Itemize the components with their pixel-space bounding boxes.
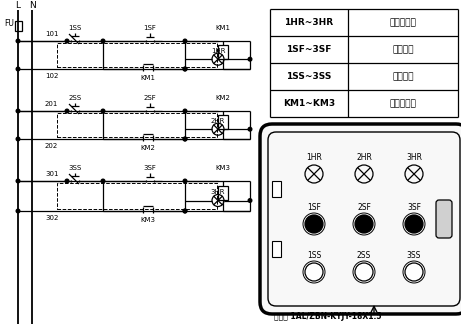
Circle shape xyxy=(183,209,187,213)
Circle shape xyxy=(65,179,69,183)
Text: 2SS: 2SS xyxy=(357,251,371,260)
Circle shape xyxy=(101,109,105,113)
Text: 301: 301 xyxy=(45,171,59,177)
Text: 1HR: 1HR xyxy=(211,48,225,54)
Text: KM3: KM3 xyxy=(215,165,230,171)
Bar xyxy=(218,45,228,59)
Circle shape xyxy=(16,137,20,141)
Text: KM2: KM2 xyxy=(216,95,230,101)
Bar xyxy=(218,115,228,129)
Text: 302: 302 xyxy=(45,215,59,221)
Bar xyxy=(14,21,22,31)
Circle shape xyxy=(405,263,423,281)
Text: 1HR: 1HR xyxy=(306,153,322,162)
Text: 红色信号灯: 红色信号灯 xyxy=(390,18,416,27)
Circle shape xyxy=(248,127,252,131)
Text: 202: 202 xyxy=(45,143,58,149)
Circle shape xyxy=(355,215,373,233)
Text: 3HR: 3HR xyxy=(406,153,422,162)
FancyBboxPatch shape xyxy=(436,200,452,238)
Text: 2HR: 2HR xyxy=(356,153,372,162)
Circle shape xyxy=(183,137,187,141)
Circle shape xyxy=(183,39,187,43)
FancyBboxPatch shape xyxy=(260,124,461,314)
Text: 交流接触器: 交流接触器 xyxy=(390,99,416,108)
Text: 2SS: 2SS xyxy=(68,95,82,101)
Bar xyxy=(272,241,281,257)
Text: L: L xyxy=(16,2,20,11)
Circle shape xyxy=(405,215,423,233)
Text: 3SS: 3SS xyxy=(68,165,82,171)
Circle shape xyxy=(16,209,20,213)
Circle shape xyxy=(305,263,323,281)
Text: 1HR~3HR: 1HR~3HR xyxy=(284,18,334,27)
Text: 停止按鈕: 停止按鈕 xyxy=(392,72,414,81)
Circle shape xyxy=(16,179,20,183)
Circle shape xyxy=(355,263,373,281)
Text: 3SS: 3SS xyxy=(407,251,421,260)
Circle shape xyxy=(183,67,187,71)
Circle shape xyxy=(16,67,20,71)
Text: 1SF~3SF: 1SF~3SF xyxy=(286,45,331,54)
Circle shape xyxy=(101,179,105,183)
Text: N: N xyxy=(29,2,35,11)
Circle shape xyxy=(101,39,105,43)
Text: KM1: KM1 xyxy=(215,25,230,31)
Text: KM1: KM1 xyxy=(141,75,155,81)
Bar xyxy=(57,113,217,137)
Circle shape xyxy=(305,215,323,233)
Circle shape xyxy=(183,137,187,141)
Circle shape xyxy=(248,199,252,202)
Text: 1SS~3SS: 1SS~3SS xyxy=(286,72,331,81)
Circle shape xyxy=(183,109,187,113)
Circle shape xyxy=(65,109,69,113)
Text: KM2: KM2 xyxy=(141,145,155,151)
Circle shape xyxy=(183,67,187,71)
Circle shape xyxy=(183,209,187,213)
Text: 2HR: 2HR xyxy=(211,117,225,124)
Text: 101: 101 xyxy=(45,31,59,37)
Bar xyxy=(57,43,217,67)
Text: 201: 201 xyxy=(45,101,59,107)
Text: 控制缶 1AL/ZBN-KYJY-18X1.5: 控制缶 1AL/ZBN-KYJY-18X1.5 xyxy=(274,312,382,321)
Text: FU: FU xyxy=(4,18,14,28)
Text: KM1~KM3: KM1~KM3 xyxy=(283,99,335,108)
Text: 3SF: 3SF xyxy=(143,165,156,171)
Circle shape xyxy=(183,179,187,183)
Text: 1SF: 1SF xyxy=(143,25,156,31)
Text: 起动按鈕: 起动按鈕 xyxy=(392,45,414,54)
Bar xyxy=(57,183,217,209)
Circle shape xyxy=(248,57,252,61)
Text: 1SF: 1SF xyxy=(307,203,321,212)
Text: 102: 102 xyxy=(45,73,59,79)
Text: 3HR: 3HR xyxy=(211,189,225,194)
Circle shape xyxy=(16,39,20,43)
Text: 1SS: 1SS xyxy=(307,251,321,260)
Text: 2SF: 2SF xyxy=(357,203,371,212)
Text: KM3: KM3 xyxy=(141,217,155,223)
Circle shape xyxy=(16,109,20,113)
Bar xyxy=(218,186,228,200)
Bar xyxy=(272,181,281,197)
Circle shape xyxy=(65,39,69,43)
Text: 2SF: 2SF xyxy=(144,95,156,101)
Text: 3SF: 3SF xyxy=(407,203,421,212)
Text: 1SS: 1SS xyxy=(68,25,82,31)
